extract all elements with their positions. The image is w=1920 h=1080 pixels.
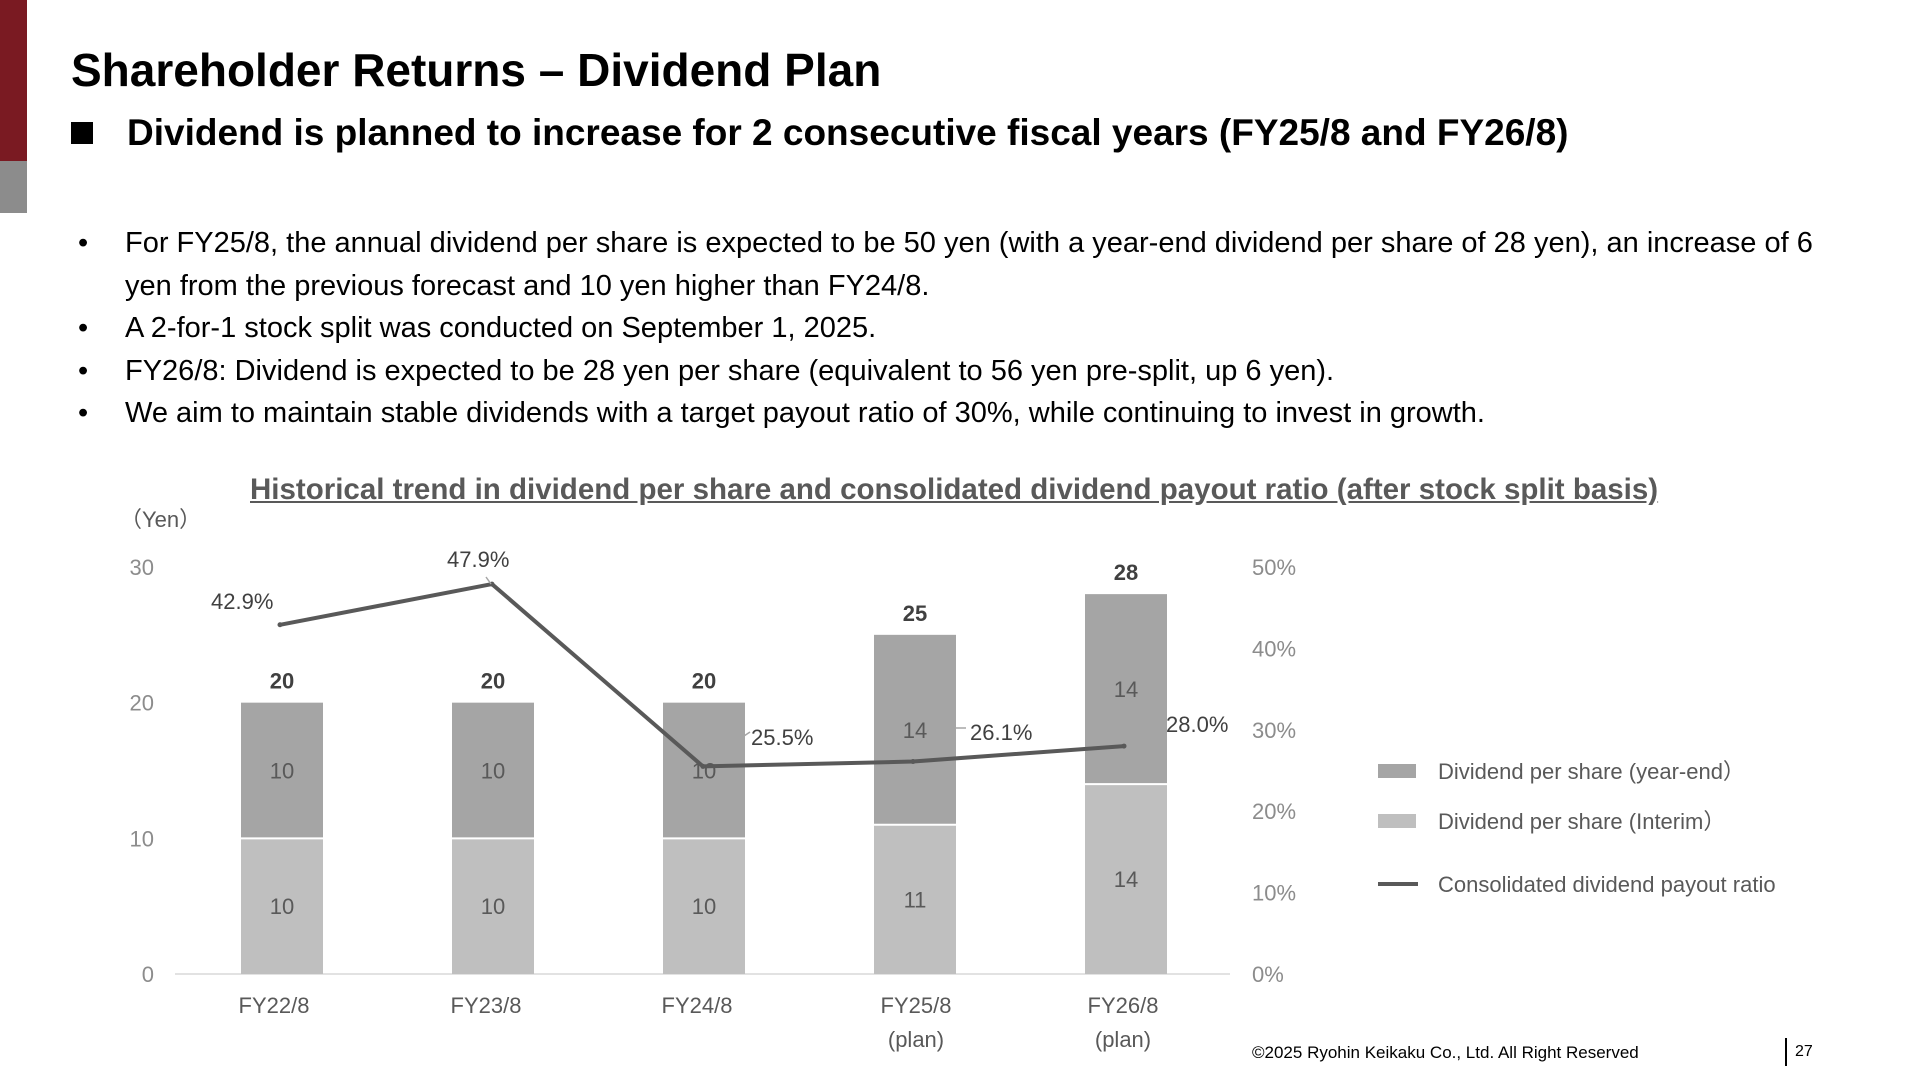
bar-interim (874, 824, 956, 974)
x-tick-label: (plan) (1095, 1027, 1151, 1052)
x-tick-label: FY22/8 (239, 993, 310, 1018)
bar-year-end (663, 702, 745, 839)
subtitle-text: Dividend is planned to increase for 2 co… (127, 112, 1569, 153)
bar-total-label: 20 (692, 669, 716, 694)
y-axis-unit-label: （Yen） (120, 507, 201, 532)
x-tick-label: FY25/8 (881, 993, 952, 1018)
bullet-list: • For FY25/8, the annual dividend per sha… (78, 222, 1838, 435)
bar-year-end (1085, 594, 1167, 785)
bar-year-end (452, 702, 534, 839)
bar-interim (663, 838, 745, 974)
payout-ratio-label: 42.9% (211, 589, 273, 614)
y2-tick-label: 20% (1252, 799, 1296, 824)
bar-interim (1085, 784, 1167, 974)
slide-title: Shareholder Returns – Dividend Plan (71, 44, 882, 96)
x-tick-label: FY24/8 (662, 993, 733, 1018)
bar-value-label-interim: 10 (481, 894, 505, 919)
bar-interim (241, 838, 323, 974)
label-leader-line (485, 576, 492, 585)
y2-tick-label: 0% (1252, 962, 1284, 987)
y2-tick-label: 30% (1252, 718, 1296, 743)
label-leader-line (743, 731, 751, 737)
bar-value-label-year-end: 14 (903, 718, 927, 743)
bar-value-label-interim: 14 (1114, 867, 1138, 892)
bullet-item: • For FY25/8, the annual dividend per sha… (78, 222, 1838, 307)
payout-ratio-point (910, 759, 916, 765)
legend-label-payout: Consolidated dividend payout ratio (1438, 872, 1776, 897)
payout-ratio-point (277, 622, 283, 628)
legend-label-year-end: Dividend per share (year-end） (1438, 759, 1745, 784)
y-tick-label: 30 (130, 555, 154, 580)
accent-bar-gray (0, 161, 27, 213)
bar-interim (452, 838, 534, 974)
bar-total-label: 20 (270, 669, 294, 694)
y-tick-label: 0 (142, 962, 154, 987)
y2-tick-label: 10% (1252, 881, 1296, 906)
chart-title: Historical trend in dividend per share a… (250, 473, 1659, 506)
bar-total-label: 28 (1114, 560, 1138, 585)
bar-value-label-interim: 11 (904, 887, 927, 912)
bar-total-label: 25 (903, 601, 927, 626)
payout-ratio-label: 26.1% (970, 720, 1032, 745)
payout-ratio-point (700, 763, 706, 769)
accent-bar-red (0, 0, 27, 161)
bar-value-label-interim: 10 (692, 894, 716, 919)
slide-subtitle: Dividend is planned to increase for 2 co… (71, 110, 1568, 156)
page-number: 27 (1795, 1043, 1813, 1060)
bullet-dot: • (78, 354, 89, 387)
bullet-item: • A 2-for-1 stock split was conducted on … (78, 307, 1838, 350)
bar-value-label-year-end: 14 (1114, 677, 1138, 702)
legend-swatch-year-end (1378, 764, 1416, 778)
y-tick-label: 10 (130, 826, 154, 851)
y2-tick-label: 50% (1252, 555, 1296, 580)
x-tick-label: FY23/8 (451, 993, 522, 1018)
bullet-text: For FY25/8, the annual dividend per shar… (125, 227, 1813, 302)
x-tick-label: FY26/8 (1088, 993, 1159, 1018)
bullet-dot: • (78, 227, 89, 259)
payout-ratio-label: 47.9% (447, 547, 509, 572)
bullet-text: FY26/8: Dividend is expected to be 28 ye… (125, 354, 1335, 387)
bar-value-label-year-end: 10 (270, 759, 294, 784)
bullet-dot: • (78, 397, 89, 429)
bullet-item: • We aim to maintain stable dividends wit… (78, 392, 1838, 435)
bar-total-label: 20 (481, 669, 505, 694)
bullet-text: A 2-for-1 stock split was conducted on S… (125, 312, 877, 344)
payout-ratio-label: 25.5% (751, 725, 813, 750)
page-number-divider (1785, 1038, 1787, 1066)
bullet-dot: • (78, 312, 89, 344)
copyright-footer: ©2025 Ryohin Keikaku Co., Ltd. All Right… (1252, 1043, 1639, 1062)
x-tick-label: (plan) (888, 1027, 944, 1052)
bar-year-end (241, 702, 323, 839)
square-bullet-icon (71, 122, 93, 144)
legend-label-interim: Dividend per share (Interim） (1438, 809, 1725, 834)
bar-value-label-year-end: 10 (481, 759, 505, 784)
bullet-item: • FY26/8: Dividend is expected to be 28 y… (78, 350, 1838, 393)
bar-value-label-interim: 10 (270, 894, 294, 919)
y-tick-label: 20 (130, 691, 154, 716)
payout-ratio-point (1121, 743, 1127, 749)
legend-swatch-interim (1378, 814, 1416, 828)
payout-ratio-label: 28.0% (1166, 712, 1228, 737)
bar-year-end (874, 634, 956, 825)
bullet-text: We aim to maintain stable dividends with… (125, 397, 1485, 429)
y2-tick-label: 40% (1252, 636, 1296, 661)
